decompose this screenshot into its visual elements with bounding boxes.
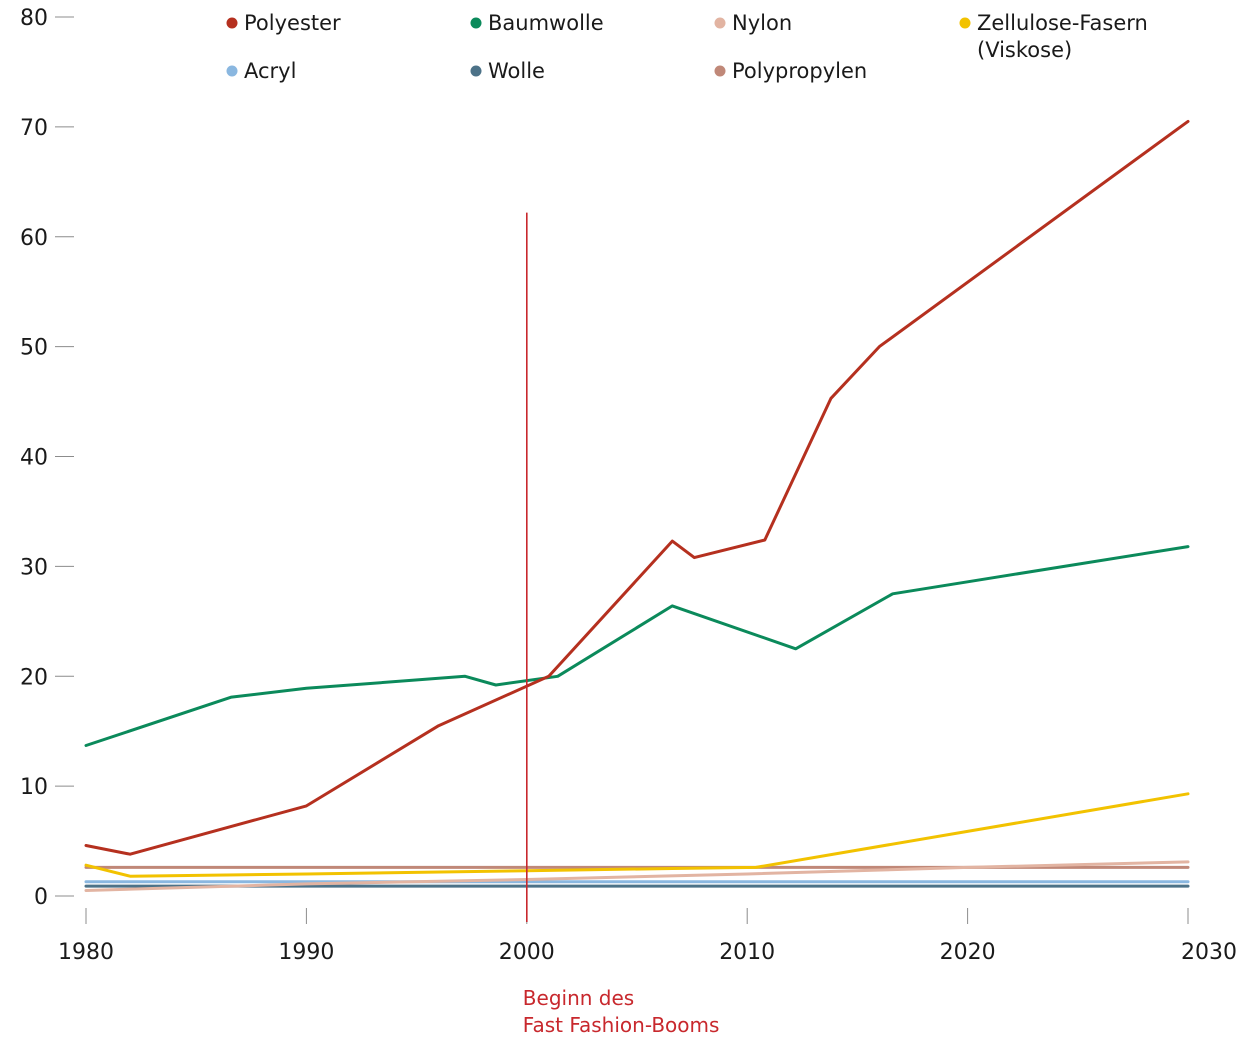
legend-label: Polyester [244,11,341,35]
legend-marker [470,65,482,77]
legend-label: Nylon [732,11,792,35]
legend-item-polyester: Polyester [226,11,341,35]
legend-item-nylon: Nylon [714,11,792,35]
annotation-text-line: Fast Fashion-Booms [523,1013,720,1037]
legend-item-zellulose-fasern: Zellulose-Fasern (Viskose) [959,11,1148,62]
y-tick-label: 30 [20,555,48,580]
series-line-zellulose-fasern [84,792,1190,878]
y-tick-label: 0 [34,885,48,910]
y-tick-label: 40 [20,446,48,471]
annotation: Beginn des Fast Fashion-Booms [523,212,720,1037]
x-tick-label: 1980 [58,940,114,965]
legend-label: Polypropylen [732,59,867,83]
legend-marker [470,17,482,29]
y-tick-label: 10 [20,775,48,800]
legend-marker [959,17,971,29]
series-line-baumwolle [84,545,1190,747]
y-tick-label: 20 [20,665,48,690]
legend: Polyester Baumwolle Nylon Zellulose-Fasern(… [226,11,1148,83]
y-axis: 0 10 20 30 40 50 60 70 80 [20,6,74,910]
x-axis: 1980 1990 2000 2010 2020 2030 [58,908,1237,965]
legend-label: Zellulose-Fasern (Viskose) [977,11,1148,62]
y-tick-label: 70 [20,116,48,141]
legend-item-wolle: Wolle [470,59,545,83]
legend-label: Wolle [488,59,545,83]
x-tick-label: 1990 [278,940,334,965]
series-line-nylon [84,860,1190,892]
x-tick-label: 2010 [719,940,775,965]
legend-marker [714,17,726,29]
legend-marker [226,65,238,77]
y-tick-label: 60 [20,226,48,251]
y-tick-label: 80 [20,6,48,31]
y-tick-label: 50 [20,336,48,361]
x-tick-label: 2000 [499,940,555,965]
x-tick-label: 2030 [1181,940,1237,965]
legend-item-acryl: Acryl [226,59,296,83]
x-tick-label: 2020 [940,940,996,965]
annotation-text-line: Beginn des [523,986,634,1010]
legend-item-polypropylen: Polypropylen [714,59,867,83]
legend-label: Acryl [244,59,296,83]
legend-marker [226,17,238,29]
legend-label: Baumwolle [488,11,604,35]
series-line-polyester [84,119,1190,856]
legend-marker [714,65,726,77]
legend-item-baumwolle: Baumwolle [470,11,604,35]
series-lines [84,119,1190,892]
